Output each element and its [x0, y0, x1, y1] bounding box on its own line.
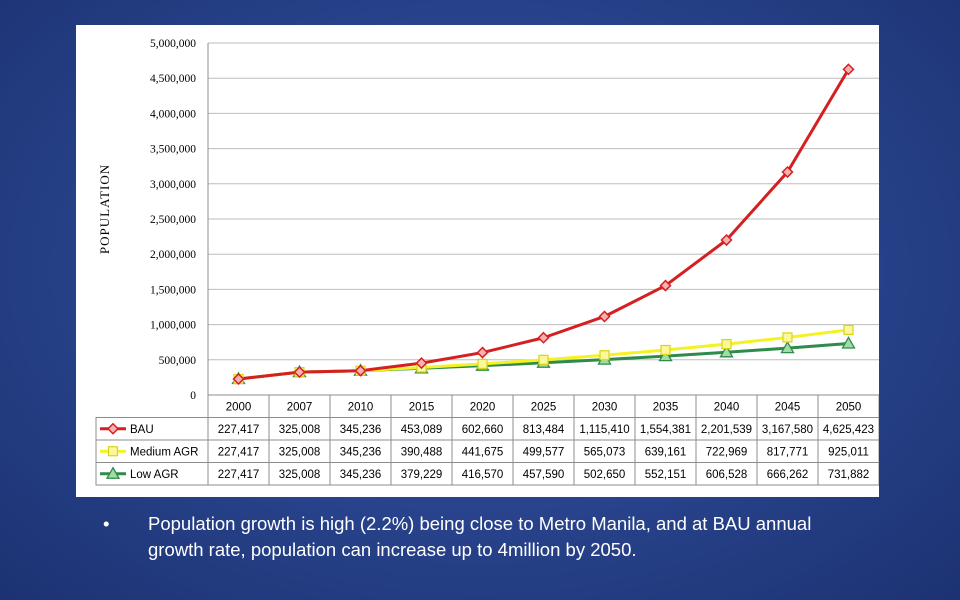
y-tick-label: 3,000,000: [150, 179, 196, 191]
table-value: 416,570: [462, 469, 504, 481]
data-point-bau: [415, 357, 428, 370]
x-category-label: 2035: [653, 401, 679, 413]
table-value: 345,236: [340, 469, 382, 481]
data-point-bau: [293, 366, 306, 379]
table-value: 502,650: [584, 469, 626, 481]
y-tick-label: 0: [190, 390, 196, 402]
y-tick-label: 1,500,000: [150, 284, 196, 296]
table-value: 1,554,381: [640, 424, 691, 436]
table-value: 379,229: [401, 469, 443, 481]
table-value: 1,115,410: [579, 424, 629, 436]
x-category-label: 2025: [531, 401, 557, 413]
data-point-medium-agr: [843, 324, 854, 335]
data-point-bau: [537, 331, 550, 344]
data-point-bau: [659, 279, 672, 292]
table-value: 499,577: [523, 446, 565, 458]
population-line-chart: 0 500,000 1,000,000 1,500,000 2,000,000 2,500…: [95, 38, 879, 486]
data-point-medium-agr: [660, 344, 671, 356]
y-tick-label: 4,000,000: [150, 108, 196, 120]
table-value: 639,161: [645, 446, 687, 458]
data-point-bau: [598, 310, 611, 323]
table-value: 666,262: [767, 469, 809, 481]
x-category-label: 2007: [287, 401, 313, 413]
data-point-bau: [842, 63, 855, 76]
table-value: 817,771: [767, 446, 809, 458]
table-value: 606,528: [706, 469, 748, 481]
y-tick-label: 3,500,000: [150, 144, 196, 156]
chart-panel: 0 500,000 1,000,000 1,500,000 2,000,000 2,500…: [76, 25, 879, 497]
legend-label-medium-agr: Medium AGR: [130, 446, 198, 458]
data-point-medium-agr: [538, 354, 549, 365]
x-category-label: 2015: [409, 401, 435, 413]
data-point-bau: [354, 364, 367, 377]
data-point-medium-agr: [782, 332, 793, 343]
table-value: 227,417: [218, 424, 260, 436]
legend-marker-medium-agr: [107, 446, 119, 457]
y-tick-label: 2,000,000: [150, 249, 196, 261]
bullet-symbol: •: [103, 513, 110, 534]
table-value: 3,167,580: [762, 424, 813, 436]
table-value: 345,236: [340, 446, 382, 458]
x-category-label: 2040: [714, 401, 740, 413]
bullet-point: • Population growth is high (2.2%) being…: [103, 511, 823, 563]
legend-marker-low-agr: [105, 466, 121, 479]
data-point-low-agr: [841, 336, 856, 349]
x-category-label: 2050: [836, 401, 862, 413]
table-value: 4,625,423: [823, 424, 874, 436]
table-value: 565,073: [584, 446, 626, 458]
legend-label-low-agr: Low AGR: [130, 469, 179, 481]
bullet-text: Population growth is high (2.2%) being c…: [148, 513, 812, 560]
table-value: 325,008: [279, 424, 321, 436]
y-tick-label: 500,000: [159, 355, 197, 367]
x-category-label: 2045: [775, 401, 801, 413]
data-point-low-agr: [658, 348, 673, 362]
data-point-bau: [476, 346, 489, 359]
x-category-label: 2020: [470, 401, 496, 413]
table-value: 925,011: [828, 446, 869, 458]
data-point-medium-agr: [477, 358, 488, 370]
table-value: 457,590: [523, 469, 565, 481]
data-point-low-agr: [719, 344, 734, 358]
table-value: 722,969: [706, 446, 748, 458]
data-point-low-agr: [780, 340, 795, 354]
table-value: 325,008: [279, 469, 321, 481]
y-axis-title: POPULATION: [97, 164, 112, 254]
legend-label-bau: BAU: [130, 424, 154, 436]
table-value: 390,488: [401, 446, 443, 458]
legend-marker-bau: [106, 422, 120, 435]
data-point-medium-agr: [721, 339, 732, 350]
x-category-label: 2030: [592, 401, 618, 413]
x-category-label: 2000: [226, 401, 252, 413]
table-value: 813,484: [523, 424, 565, 436]
table-value: 2,201,539: [701, 424, 752, 436]
table-value: 345,236: [340, 424, 382, 436]
data-point-bau: [232, 372, 245, 386]
table-value: 325,008: [279, 446, 321, 458]
y-tick-label: 5,000,000: [150, 38, 196, 50]
data-point-bau: [720, 233, 733, 247]
y-tick-label: 4,500,000: [150, 73, 196, 85]
data-point-bau: [781, 165, 794, 179]
x-category-label: 2010: [348, 401, 374, 413]
data-point-medium-agr: [599, 350, 610, 361]
table-value: 602,660: [462, 424, 504, 436]
y-tick-label: 1,000,000: [150, 320, 196, 332]
table-value: 453,089: [401, 424, 443, 436]
table-value: 227,417: [218, 446, 260, 458]
table-value: 552,151: [645, 469, 687, 481]
table-value: 731,882: [828, 469, 870, 481]
table-value: 227,417: [218, 469, 260, 481]
table-value: 441,675: [462, 446, 504, 458]
y-tick-label: 2,500,000: [150, 214, 196, 226]
